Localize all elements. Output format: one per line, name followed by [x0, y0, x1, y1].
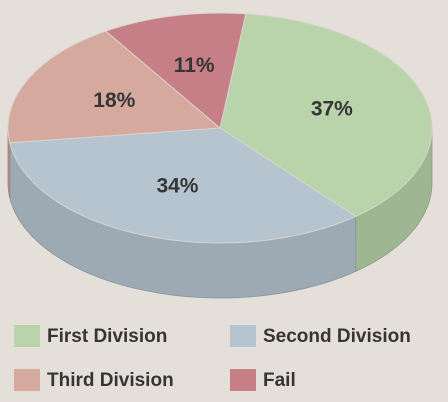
legend-label: First Division: [47, 326, 167, 347]
pie-slice: [9, 127, 357, 244]
legend-swatch: [230, 369, 256, 391]
legend-swatch: [14, 369, 40, 391]
pie-slice: [104, 12, 247, 129]
slice-label: 18%: [93, 89, 135, 112]
legend-swatch: [230, 325, 256, 347]
pie-slice: [219, 13, 433, 217]
pie-slice: [7, 30, 222, 144]
legend-label: Third Division: [47, 370, 174, 391]
slice-label: 34%: [156, 174, 198, 197]
legend-swatch: [14, 325, 40, 347]
slice-label: 37%: [311, 98, 353, 121]
slice-label: 11%: [174, 54, 215, 77]
legend-label: Second Division: [263, 326, 411, 347]
legend-label: Fail: [263, 370, 296, 391]
